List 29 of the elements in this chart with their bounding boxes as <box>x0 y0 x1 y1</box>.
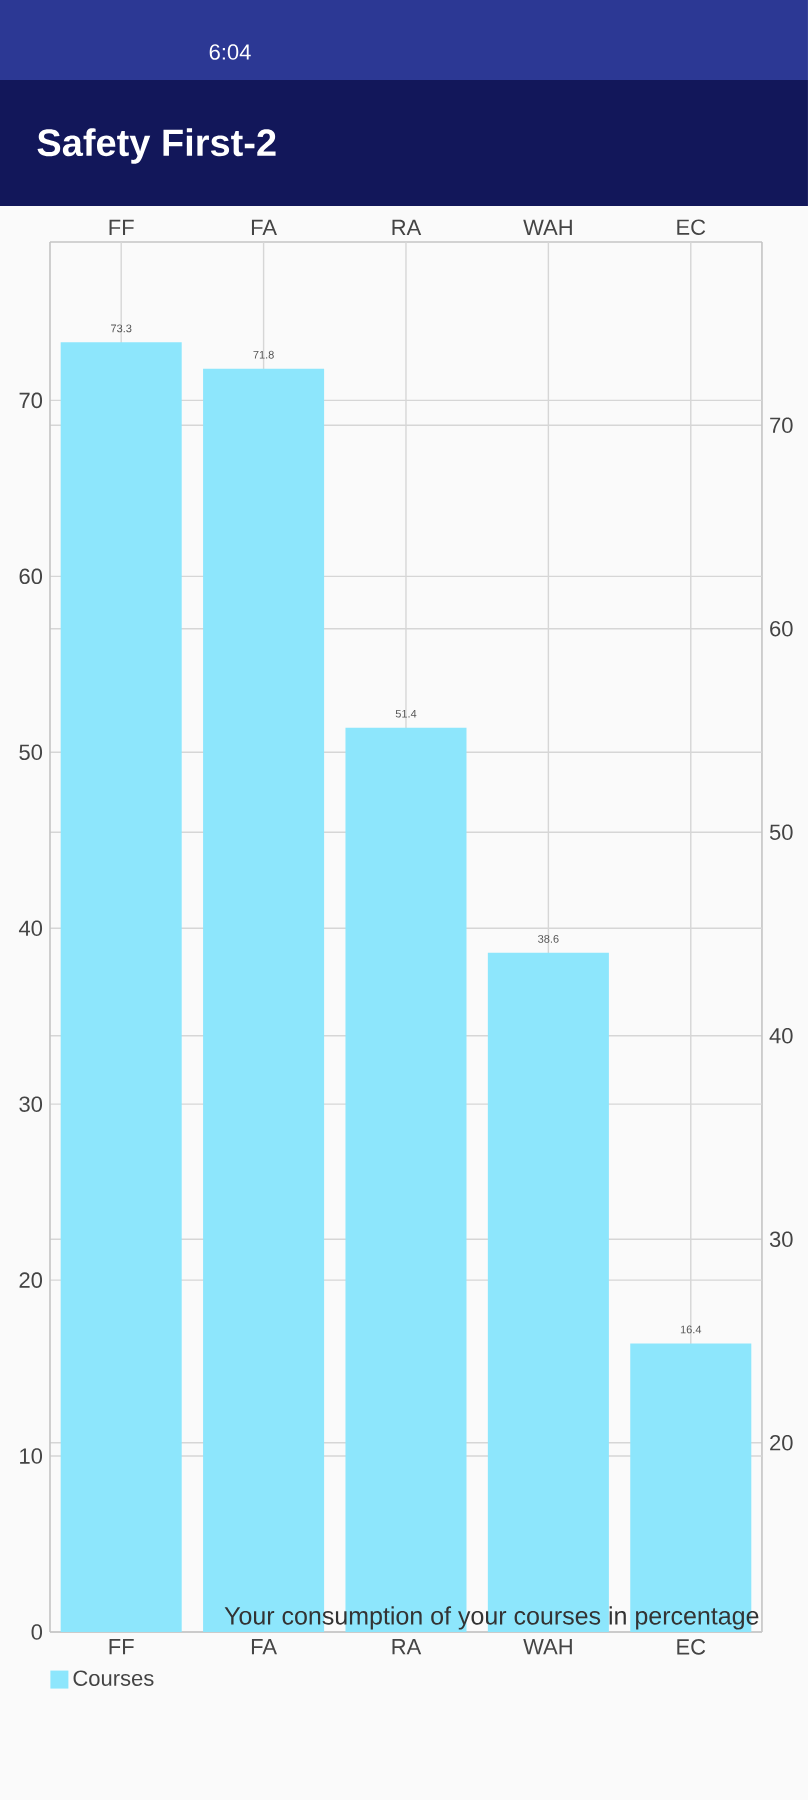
category-label: FF <box>109 1639 134 1655</box>
legend-label: Courses <box>73 1670 154 1686</box>
chart-title: Safety First-2 <box>37 128 276 164</box>
y2-tick-label: 70 <box>770 417 793 433</box>
y2-tick-label: 30 <box>769 1231 793 1248</box>
y2-tick-label: 60 <box>770 620 793 637</box>
y2-tick-label: 50 <box>769 824 793 840</box>
x-tick-label: FF <box>109 219 134 235</box>
category-label: FA <box>251 1639 277 1655</box>
category-label: RA <box>392 1639 422 1655</box>
category-label: WAH <box>523 1639 572 1655</box>
x-tick-label: EC <box>677 219 706 235</box>
x-tick-label: FA <box>251 219 277 235</box>
y2-tick-label: 40 <box>769 1027 793 1044</box>
y-tick-label: 20 <box>19 1272 43 1288</box>
y-tick-label: 40 <box>18 920 43 937</box>
y-tick-label: 60 <box>19 568 43 585</box>
bar <box>60 342 182 1632</box>
x-tick-label: WAH <box>523 219 572 235</box>
text: 6:04 <box>209 44 251 60</box>
annotation: Your consumption of your courses in percentage <box>224 1606 759 1630</box>
y-tick-label: 10 <box>20 1448 43 1464</box>
y-tick-label: 0 <box>31 1624 43 1640</box>
category-label: EC <box>677 1639 706 1655</box>
x-tick-label: RA <box>392 219 422 235</box>
y-tick-label: 30 <box>19 1096 43 1112</box>
y2-tick-label: 20 <box>770 1434 793 1451</box>
y-tick-label: 70 <box>19 392 43 409</box>
y-tick-label: 50 <box>19 744 43 761</box>
